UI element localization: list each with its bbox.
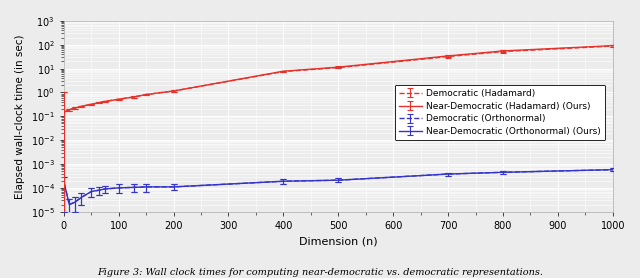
Text: Figure 3: Wall clock times for computing near-democratic vs. democratic represen: Figure 3: Wall clock times for computing…: [97, 268, 543, 277]
Legend: Democratic (Hadamard), Near-Democratic (Hadamard) (Ours), Democratic (Orthonorma: Democratic (Hadamard), Near-Democratic (…: [395, 85, 605, 140]
X-axis label: Dimension (n): Dimension (n): [299, 236, 378, 246]
Y-axis label: Elapsed wall-clock time (in sec): Elapsed wall-clock time (in sec): [15, 34, 25, 198]
